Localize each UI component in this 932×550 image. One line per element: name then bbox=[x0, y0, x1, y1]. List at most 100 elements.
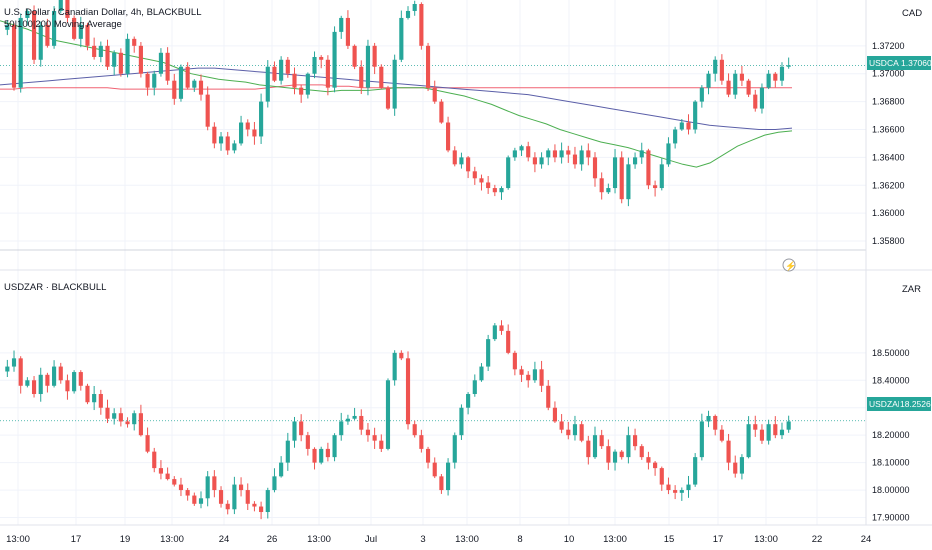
candle-body[interactable] bbox=[739, 457, 744, 474]
candle-body[interactable] bbox=[673, 129, 678, 144]
candle-body[interactable] bbox=[632, 157, 638, 165]
candle-body[interactable] bbox=[639, 446, 644, 458]
candle-body[interactable] bbox=[766, 424, 771, 441]
candle-body[interactable] bbox=[486, 339, 491, 367]
candle-body[interactable] bbox=[746, 424, 751, 458]
candle-body[interactable] bbox=[733, 462, 738, 474]
candle-body[interactable] bbox=[132, 413, 137, 425]
candle-body[interactable] bbox=[325, 59, 330, 88]
candle-body[interactable] bbox=[145, 435, 150, 452]
candle-body[interactable] bbox=[486, 182, 491, 189]
candle-body[interactable] bbox=[292, 73, 297, 88]
candle-body[interactable] bbox=[11, 24, 17, 88]
candle-body[interactable] bbox=[232, 484, 237, 510]
candle-body[interactable] bbox=[546, 150, 551, 158]
candle-body[interactable] bbox=[526, 374, 531, 381]
candle-body[interactable] bbox=[158, 52, 164, 74]
candle-body[interactable] bbox=[659, 164, 664, 189]
candle-body[interactable] bbox=[626, 164, 631, 200]
candle-body[interactable] bbox=[345, 17, 350, 46]
candle-body[interactable] bbox=[18, 17, 23, 88]
candle-body[interactable] bbox=[419, 4, 424, 46]
candle-body[interactable] bbox=[205, 476, 210, 499]
candle-body[interactable] bbox=[118, 413, 123, 422]
candle-body[interactable] bbox=[559, 421, 564, 430]
candle-body[interactable] bbox=[699, 87, 704, 102]
candle-body[interactable] bbox=[673, 490, 678, 493]
candle-body[interactable] bbox=[85, 385, 90, 403]
usdcad-candles[interactable] bbox=[5, 0, 791, 207]
candle-body[interactable] bbox=[532, 369, 537, 381]
usdzar-candles[interactable] bbox=[5, 320, 791, 520]
candle-body[interactable] bbox=[279, 59, 284, 81]
candle-body[interactable] bbox=[198, 80, 204, 95]
candle-body[interactable] bbox=[238, 484, 244, 491]
candle-body[interactable] bbox=[566, 150, 571, 155]
candle-body[interactable] bbox=[165, 52, 170, 81]
candle-body[interactable] bbox=[138, 413, 143, 436]
candle-body[interactable] bbox=[72, 17, 77, 39]
candle-body[interactable] bbox=[419, 435, 424, 449]
candle-body[interactable] bbox=[332, 31, 337, 88]
candle-body[interactable] bbox=[152, 451, 157, 469]
candle-body[interactable] bbox=[572, 424, 578, 436]
candle-body[interactable] bbox=[466, 157, 471, 172]
candle-body[interactable] bbox=[238, 122, 244, 144]
candle-body[interactable] bbox=[259, 506, 264, 513]
candle-body[interactable] bbox=[512, 352, 517, 370]
candle-body[interactable] bbox=[472, 171, 477, 179]
candle-body[interactable] bbox=[359, 66, 364, 88]
candle-body[interactable] bbox=[232, 143, 237, 151]
candle-body[interactable] bbox=[499, 188, 504, 193]
candle-body[interactable] bbox=[198, 498, 204, 504]
candle-body[interactable] bbox=[646, 150, 651, 186]
candle-body[interactable] bbox=[92, 45, 97, 57]
candle-body[interactable] bbox=[612, 451, 618, 463]
candle-body[interactable] bbox=[245, 122, 250, 130]
candle-body[interactable] bbox=[272, 476, 277, 491]
candle-body[interactable] bbox=[259, 101, 264, 137]
candle-body[interactable] bbox=[158, 468, 164, 474]
candle-body[interactable] bbox=[145, 73, 150, 88]
candle-body[interactable] bbox=[519, 369, 524, 375]
candle-body[interactable] bbox=[178, 484, 184, 491]
candle-body[interactable] bbox=[352, 45, 357, 67]
candle-body[interactable] bbox=[5, 24, 10, 30]
candle-body[interactable] bbox=[779, 429, 785, 436]
candle-body[interactable] bbox=[45, 374, 50, 386]
candle-body[interactable] bbox=[365, 45, 371, 88]
candle-body[interactable] bbox=[759, 87, 765, 109]
candle-body[interactable] bbox=[539, 369, 544, 386]
candle-body[interactable] bbox=[218, 490, 224, 504]
candle-body[interactable] bbox=[45, 24, 50, 46]
candle-body[interactable] bbox=[132, 38, 137, 46]
candle-body[interactable] bbox=[105, 407, 110, 419]
candle-body[interactable] bbox=[212, 126, 217, 144]
candle-body[interactable] bbox=[172, 479, 177, 485]
candle-body[interactable] bbox=[592, 435, 598, 458]
candle-body[interactable] bbox=[746, 80, 751, 95]
candle-body[interactable] bbox=[659, 468, 664, 485]
candle-body[interactable] bbox=[686, 122, 691, 130]
candle-body[interactable] bbox=[506, 157, 511, 189]
candle-body[interactable] bbox=[245, 490, 250, 504]
candle-body[interactable] bbox=[586, 440, 591, 458]
candle-body[interactable] bbox=[305, 73, 310, 95]
candle-body[interactable] bbox=[365, 429, 371, 436]
candle-body[interactable] bbox=[11, 358, 17, 367]
candle-body[interactable] bbox=[138, 45, 143, 74]
candle-body[interactable] bbox=[579, 424, 584, 441]
candle-body[interactable] bbox=[192, 495, 197, 504]
candle-body[interactable] bbox=[225, 136, 230, 151]
candle-body[interactable] bbox=[733, 73, 738, 95]
candle-body[interactable] bbox=[506, 330, 511, 353]
candle-body[interactable] bbox=[786, 65, 791, 67]
candle-body[interactable] bbox=[372, 45, 377, 67]
candle-body[interactable] bbox=[686, 484, 691, 491]
candle-body[interactable] bbox=[459, 157, 464, 165]
candle-body[interactable] bbox=[52, 10, 57, 46]
candle-body[interactable] bbox=[726, 440, 731, 463]
candle-body[interactable] bbox=[339, 421, 344, 436]
candle-body[interactable] bbox=[552, 407, 558, 422]
candle-body[interactable] bbox=[472, 380, 477, 395]
